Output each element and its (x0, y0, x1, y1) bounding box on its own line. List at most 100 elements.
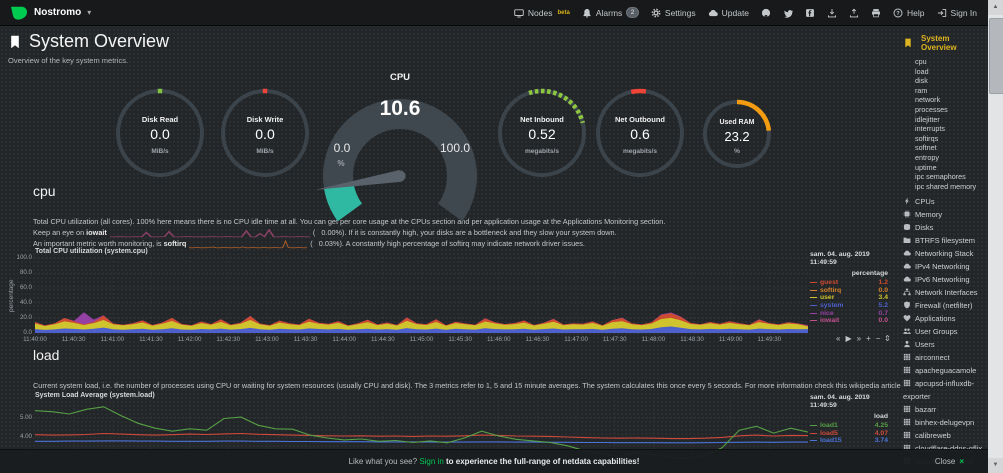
sidebar-item-label: binhex-delugevpn (915, 418, 975, 428)
sidebar-item-label: calibreweb (915, 431, 951, 441)
navbar-item-update[interactable]: Update (708, 8, 749, 18)
sidebar-subitem-network[interactable]: network (915, 95, 941, 105)
disk-read-gauge[interactable]: Disk Read 0.0 MiB/s (114, 87, 206, 179)
gauge-title: Net Outbound (615, 115, 665, 124)
legend-row-load1[interactable]: load1 4.25 (810, 422, 888, 430)
bolt-icon (903, 197, 911, 205)
navbar-item-import[interactable] (827, 8, 837, 18)
navbar-item-twitter[interactable] (783, 8, 794, 18)
pan-right-button[interactable]: » (856, 334, 862, 343)
legend-name: load15 (820, 437, 842, 445)
sidebar-item-airconnect[interactable]: airconnect (903, 351, 987, 364)
sidebar-item-cpus[interactable]: CPUs (903, 195, 987, 208)
sidebar-item-apcupsd-influxdb-exporter[interactable]: apcupsd-influxdb-exporter (903, 377, 987, 403)
sidebar-subitem-load[interactable]: load (915, 66, 929, 76)
legend-row-iowait[interactable]: iowait 0.0 (810, 317, 888, 325)
navbar-item-help[interactable]: ? Help (893, 8, 925, 18)
sidebar-item-network-interfaces[interactable]: Network Interfaces (903, 286, 987, 299)
cpu-gauge[interactable] (312, 82, 488, 222)
page-scrollbar[interactable]: ▲ ▼ (988, 0, 1003, 473)
pan-left-button[interactable]: « (836, 334, 841, 343)
sidebar-item-ipv6-networking[interactable]: IPv6 Networking (903, 273, 987, 286)
legend-name: system (820, 302, 844, 310)
softirq-sparkline-chart[interactable] (189, 239, 308, 249)
sidebar-item-ipv4-networking[interactable]: IPv4 Networking (903, 260, 987, 273)
play-button[interactable]: ▶ (845, 334, 852, 343)
iowait-current-value: ( 0.00%). (312, 228, 347, 237)
sidebar-subitem-disk[interactable]: disk (915, 76, 928, 86)
scroll-down-button[interactable]: ▼ (988, 458, 1003, 473)
legend-row-nice[interactable]: nice 0.7 (810, 309, 888, 317)
disk-write-gauge[interactable]: Disk Write 0.0 MiB/s (219, 87, 311, 179)
sidebar-item-bazarr[interactable]: bazarr (903, 403, 987, 416)
navbar-item-github[interactable] (761, 8, 771, 18)
sidebar-item-btrfs-filesystem[interactable]: BTRFS filesystem (903, 234, 987, 247)
legend-row-softirq[interactable]: softirq 0.0 (810, 287, 888, 295)
zoom-out-button[interactable]: − (875, 334, 881, 343)
sidebar-subitem-interrupts[interactable]: interrupts (915, 124, 945, 134)
cpu-chart-resize-handle[interactable]: ⇕ (884, 334, 891, 343)
zoom-in-button[interactable]: + (866, 334, 871, 343)
legend-value: 0.7 (878, 309, 888, 317)
used-ram-gauge[interactable]: Used RAM 23.2 % (701, 98, 773, 170)
grid-icon (903, 431, 911, 439)
sidebar-item-apacheguacamole[interactable]: apacheguacamole (903, 364, 987, 377)
sidebar-item-disks[interactable]: Disks (903, 221, 987, 234)
navbar-item-export[interactable] (849, 8, 859, 18)
sidebar-subitem-ipc-shared-memory[interactable]: ipc shared memory (915, 181, 977, 191)
sidebar-item-system-overview[interactable]: System Overview (903, 34, 987, 52)
scroll-up-button[interactable]: ▲ (988, 0, 1003, 15)
chevron-down-icon[interactable]: ▾ (87, 8, 92, 17)
sidebar-subitem-idlejitter[interactable]: idlejitter (915, 114, 940, 124)
gauge-title: Net Inbound (520, 115, 564, 124)
microchip-icon (903, 210, 911, 218)
sidebar-subitem-processes[interactable]: processes (915, 104, 948, 114)
sidebar-item-user-groups[interactable]: User Groups (903, 325, 987, 338)
xtick-label: 11:48:30 (680, 336, 704, 343)
net-outbound-gauge[interactable]: Net Outbound 0.6 megabits/s (594, 87, 686, 179)
sidebar-item-applications[interactable]: Applications (903, 312, 987, 325)
iowait-sparkline-chart[interactable] (109, 228, 310, 238)
sign-in-link[interactable]: Sign in (419, 457, 444, 466)
legend-row-load15[interactable]: load15 3.74 (810, 437, 888, 445)
navbar-item-signin[interactable]: Sign In (937, 8, 977, 18)
legend-name: nice (820, 309, 834, 317)
sidebar-subitem-ipc-semaphores[interactable]: ipc semaphores (915, 172, 966, 182)
sidebar-item-users[interactable]: Users (903, 338, 987, 351)
legend-row-user[interactable]: user 3.4 (810, 294, 888, 302)
navbar-host-menu[interactable]: Nostromo ▾ (0, 5, 91, 21)
navbar-item-facebook[interactable] (805, 8, 815, 18)
legend-row-guest[interactable]: guest 1.2 (810, 279, 888, 287)
sidebar-subitem-softirqs[interactable]: softirqs (915, 133, 939, 143)
wikipedia-link[interactable]: this wikipedia article (835, 381, 901, 390)
navbar-item-nodes[interactable]: Nodes beta (514, 8, 570, 18)
sidebar-subitem-ram[interactable]: ram (915, 85, 928, 95)
grid-icon (903, 418, 911, 426)
navbar-item-print[interactable] (871, 8, 881, 18)
navbar-item-alarms[interactable]: Alarms 2 (582, 7, 639, 18)
sidebar-sections: CPUs Memory Disks BTRFS filesystem Networkin… (903, 195, 987, 351)
sidebar-subitem-softnet[interactable]: softnet (915, 143, 937, 153)
grid-icon (903, 366, 911, 374)
alarms-count-badge: 2 (626, 7, 639, 18)
scrollbar-thumb[interactable] (989, 18, 1003, 94)
sidebar-item-memory[interactable]: Memory (903, 208, 987, 221)
sidebar-item-binhex-delugevpn[interactable]: binhex-delugevpn (903, 416, 987, 429)
net-inbound-gauge[interactable]: Net Inbound 0.52 megabits/s (496, 87, 588, 179)
legend-row-system[interactable]: system 5.2 (810, 302, 888, 310)
ytick-label: 4.00 (19, 433, 32, 440)
legend-row-load5[interactable]: load5 4.07 (810, 430, 888, 438)
legend-name: softirq (820, 286, 842, 294)
sidebar-item-networking-stack[interactable]: Networking Stack (903, 247, 987, 260)
sidebar-item-calibreweb[interactable]: calibreweb (903, 429, 987, 442)
sidebar-subitem-uptime[interactable]: uptime (915, 162, 937, 172)
xtick-label: 11:49:30 (757, 336, 782, 343)
sidebar-subitem-entropy[interactable]: entropy (915, 152, 939, 162)
sidebar-item-firewall-netfilter-[interactable]: Firewall (netfilter) (903, 299, 987, 312)
sidebar-item-label: airconnect (915, 353, 950, 363)
navbar-item-settings[interactable]: Settings (651, 8, 696, 18)
hostname[interactable]: Nostromo (34, 7, 82, 18)
cpu-chart-plot[interactable] (35, 257, 808, 334)
sidebar-subitem-cpu[interactable]: cpu (915, 57, 927, 66)
close-banner-button[interactable]: Close × (935, 450, 964, 473)
